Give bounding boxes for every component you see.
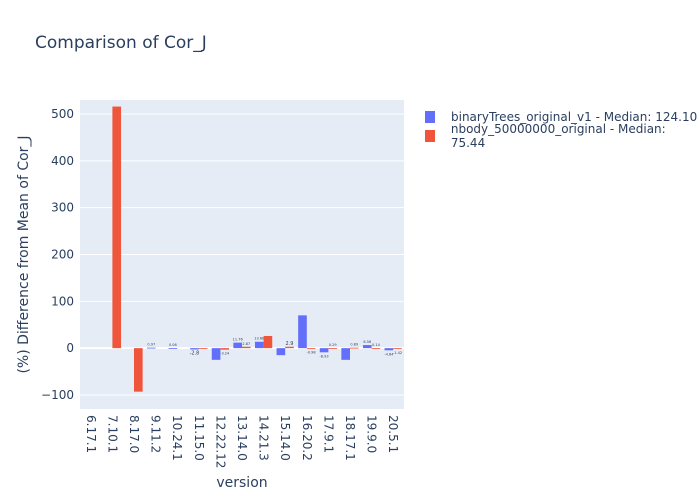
x-tick-label: 6.17.1: [84, 415, 98, 453]
bar-binarytrees: [341, 348, 350, 360]
x-tick-label: 16.20.2: [300, 415, 314, 461]
bar-binarytrees: [211, 348, 221, 360]
bar-binarytrees: [146, 347, 156, 349]
bar-value-label: -1.42: [393, 351, 402, 355]
legend-label-series-1: binaryTrees_original_v1 - Median: 124.10: [451, 109, 698, 124]
bar-binarytrees: [233, 342, 242, 349]
bar-nbody: [285, 346, 294, 349]
bar-value-label: -3.24: [220, 352, 230, 356]
x-axis-title: version: [216, 475, 267, 491]
x-tick-label: 19.9.0: [365, 415, 379, 453]
bar-value-label: 6.56: [363, 340, 371, 344]
x-tick-label: 7.10.1: [105, 415, 119, 453]
bar-value-label: -4.64: [384, 352, 394, 356]
bar-binarytrees: [190, 348, 199, 350]
x-tick-label: 11.15.0: [192, 415, 206, 461]
legend-label-series-2: nbody_50000000_original - Median: 75.44: [450, 121, 666, 150]
y-tick-label: 200: [51, 248, 74, 262]
bar-value-label: 11.76: [233, 338, 243, 342]
y-tick-label: 300: [51, 201, 74, 215]
bar-value-label: 2.9: [286, 341, 294, 347]
x-tick-label: 10.24.1: [170, 415, 184, 461]
x-tick-label: 14.21.3: [257, 415, 271, 461]
bar-binarytrees: [254, 341, 264, 349]
legend-item-series-1[interactable]: binaryTrees_original_v1 - Median: 124.10: [425, 107, 700, 126]
bar-binarytrees: [168, 348, 178, 349]
x-tick-label: 15.14.0: [278, 415, 292, 461]
bar-value-label: 0.14: [372, 343, 381, 347]
legend-swatch-series-2: [425, 129, 435, 142]
x-tick-label: 17.9.1: [321, 415, 335, 453]
bar-nbody: [393, 348, 402, 349]
bar-binarytrees: [319, 348, 329, 353]
legend-swatch-series-1: [425, 110, 435, 123]
x-tick-label: 18.17.1: [343, 415, 357, 461]
y-tick-label: −100: [41, 388, 74, 402]
bar-nbody: [198, 348, 208, 349]
bar-nbody: [263, 335, 273, 349]
bar-value-label: 0.29: [329, 343, 337, 347]
bar-nbody: [350, 347, 359, 349]
bar-value-label: 2.87: [242, 342, 250, 346]
bar-binarytrees: [298, 315, 307, 349]
chart-title: Comparison of Cor_J: [35, 33, 207, 53]
bar-nbody: [112, 106, 122, 349]
bar-value-label: -8.93: [320, 354, 329, 358]
bar-value-label: 13.68: [254, 337, 264, 341]
bar-nbody: [328, 348, 338, 349]
bar-value-label: -2.8: [190, 350, 200, 356]
y-axis-title: (%) Difference from Mean of Cor_J: [16, 135, 32, 373]
y-tick-label: 500: [51, 107, 74, 121]
legend: binaryTrees_original_v1 - Median: 124.10…: [425, 107, 700, 150]
bar-binarytrees: [384, 348, 394, 351]
x-tick-label: 13.14.0: [235, 415, 249, 461]
y-tick-label: 400: [51, 154, 74, 168]
bar-binarytrees: [362, 345, 372, 349]
bar-value-label: 0.89: [350, 343, 358, 347]
bar-value-label: -0.98: [307, 351, 316, 355]
bar-nbody: [242, 346, 251, 349]
bar-nbody: [220, 348, 230, 350]
bar-nbody: [134, 348, 143, 392]
legend-item-series-2[interactable]: nbody_50000000_original - Median: 75.44: [425, 122, 700, 150]
y-tick-label: 100: [51, 294, 74, 308]
bar-value-label: 0.06: [169, 343, 177, 347]
bar-binarytrees: [276, 348, 286, 356]
x-tick-label: 8.17.0: [127, 415, 141, 453]
x-tick-label: 12.22.12: [213, 415, 227, 468]
y-tick-label: 0: [66, 341, 74, 355]
x-tick-label: 9.11.2: [149, 415, 163, 453]
x-tick-label: 20.5.1: [386, 415, 400, 453]
bar-nbody: [306, 348, 316, 349]
bar-value-label: 0.97: [147, 343, 155, 347]
bar-nbody: [371, 348, 381, 349]
